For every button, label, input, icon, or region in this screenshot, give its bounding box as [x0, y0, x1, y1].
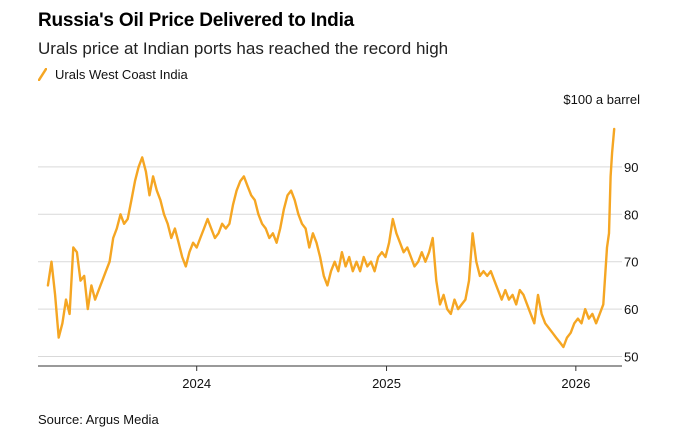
- series-line-urals: [46, 127, 616, 349]
- y-tick-label-60: 60: [624, 302, 638, 317]
- y-tick-label-70: 70: [624, 255, 638, 270]
- y-axis-labels: 50 60 70 80 90: [624, 160, 638, 365]
- y-tick-label-50: 50: [624, 350, 638, 365]
- x-tick-label-2026: 2026: [561, 376, 590, 391]
- gridlines: [38, 166, 622, 358]
- x-tick-label-2024: 2024: [182, 376, 211, 391]
- legend: Urals West Coast India: [38, 67, 188, 82]
- chart-subtitle: Urals price at Indian ports has reached …: [38, 39, 449, 58]
- annotation-100-barrel: $100 a barrel: [563, 92, 640, 107]
- chart-title: Russia's Oil Price Delivered to India: [38, 10, 355, 31]
- line-chart: 2024 2025 2026 50 60 70 80 90 $100 a barrel: [38, 92, 640, 391]
- legend-label: Urals West Coast India: [55, 67, 188, 82]
- source-note: Source: Argus Media: [38, 412, 159, 427]
- y-tick-label-80: 80: [624, 207, 638, 222]
- x-tick-label-2025: 2025: [372, 376, 401, 391]
- legend-line-icon: [38, 68, 47, 81]
- x-axis-ticks: 2024 2025 2026: [182, 366, 590, 391]
- y-tick-label-90: 90: [624, 160, 638, 175]
